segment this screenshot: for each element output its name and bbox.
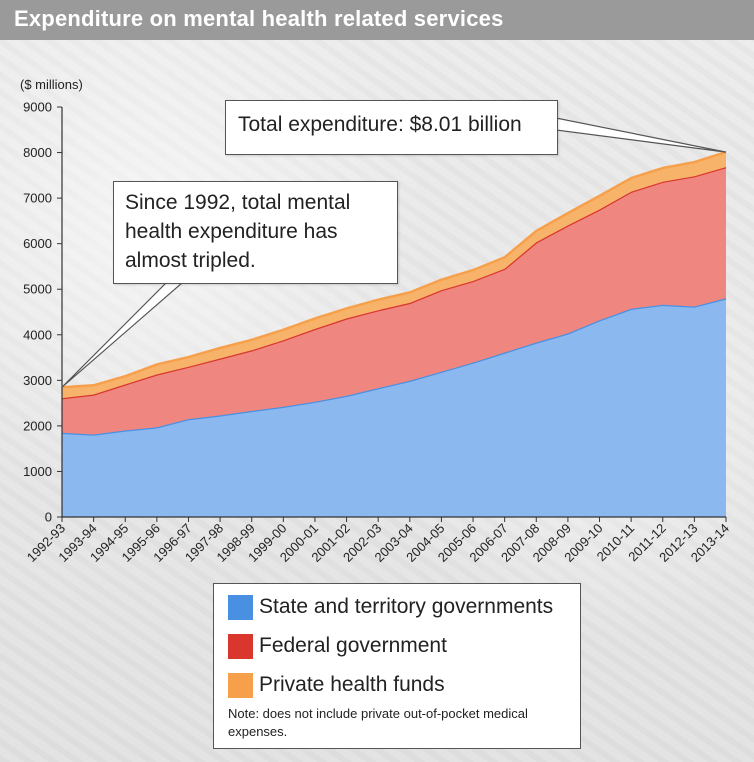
title-bar: Expenditure on mental health related ser…	[0, 0, 754, 40]
y-tick-label: 6000	[23, 236, 52, 251]
y-tick-label: 1000	[23, 464, 52, 479]
y-tick-label: 4000	[23, 327, 52, 342]
area-private	[62, 152, 726, 399]
callout-total-expenditure: Total expenditure: $8.01 billion	[225, 100, 558, 155]
x-axis: 1992-931993-941994-951995-961996-971997-…	[24, 516, 732, 565]
y-tick-label: 5000	[23, 282, 52, 297]
legend-swatch-private	[228, 672, 253, 698]
legend-item-private: Private health funds	[228, 671, 445, 699]
legend-item-federal: Federal government	[228, 632, 447, 660]
legend-label-private: Private health funds	[259, 673, 445, 696]
legend-label-federal: Federal government	[259, 634, 447, 657]
legend-note: Note: does not include private out-of-po…	[228, 706, 528, 739]
area-edge-private	[61, 150, 727, 389]
callout-since-1992: Since 1992, total mental health expendit…	[113, 181, 398, 284]
pointer-total	[555, 117, 727, 153]
callout-since-line-3: almost tripled.	[125, 249, 256, 272]
legend: State and territory governments Federal …	[213, 583, 581, 749]
y-tick-label: 2000	[23, 418, 52, 433]
y-tick-label: 8000	[23, 145, 52, 160]
y-tick-label: 0	[45, 510, 52, 525]
y-tick-label: 9000	[23, 100, 52, 115]
callout-total-text: Total expenditure: $8.01 billion	[238, 113, 522, 136]
chart-title: Expenditure on mental health related ser…	[14, 6, 504, 31]
y-tick-label: 3000	[23, 373, 52, 388]
legend-label-state: State and territory governments	[259, 595, 554, 618]
area-layers	[61, 150, 727, 517]
legend-swatch-state	[228, 594, 253, 620]
area-federal	[62, 167, 726, 435]
legend-item-state: State and territory governments	[228, 593, 553, 621]
legend-swatch-federal	[228, 633, 253, 659]
y-axis-unit-label: ($ millions)	[20, 77, 83, 92]
area-state	[62, 298, 726, 517]
callout-since-line-1: Since 1992, total mental	[125, 191, 351, 214]
y-axis: 0 1000 2000 3000 4000 5000 6000 7000 8000 9000	[23, 100, 63, 525]
callout-since-line-2: health expenditure has	[125, 220, 338, 243]
y-tick-label: 7000	[23, 191, 52, 206]
